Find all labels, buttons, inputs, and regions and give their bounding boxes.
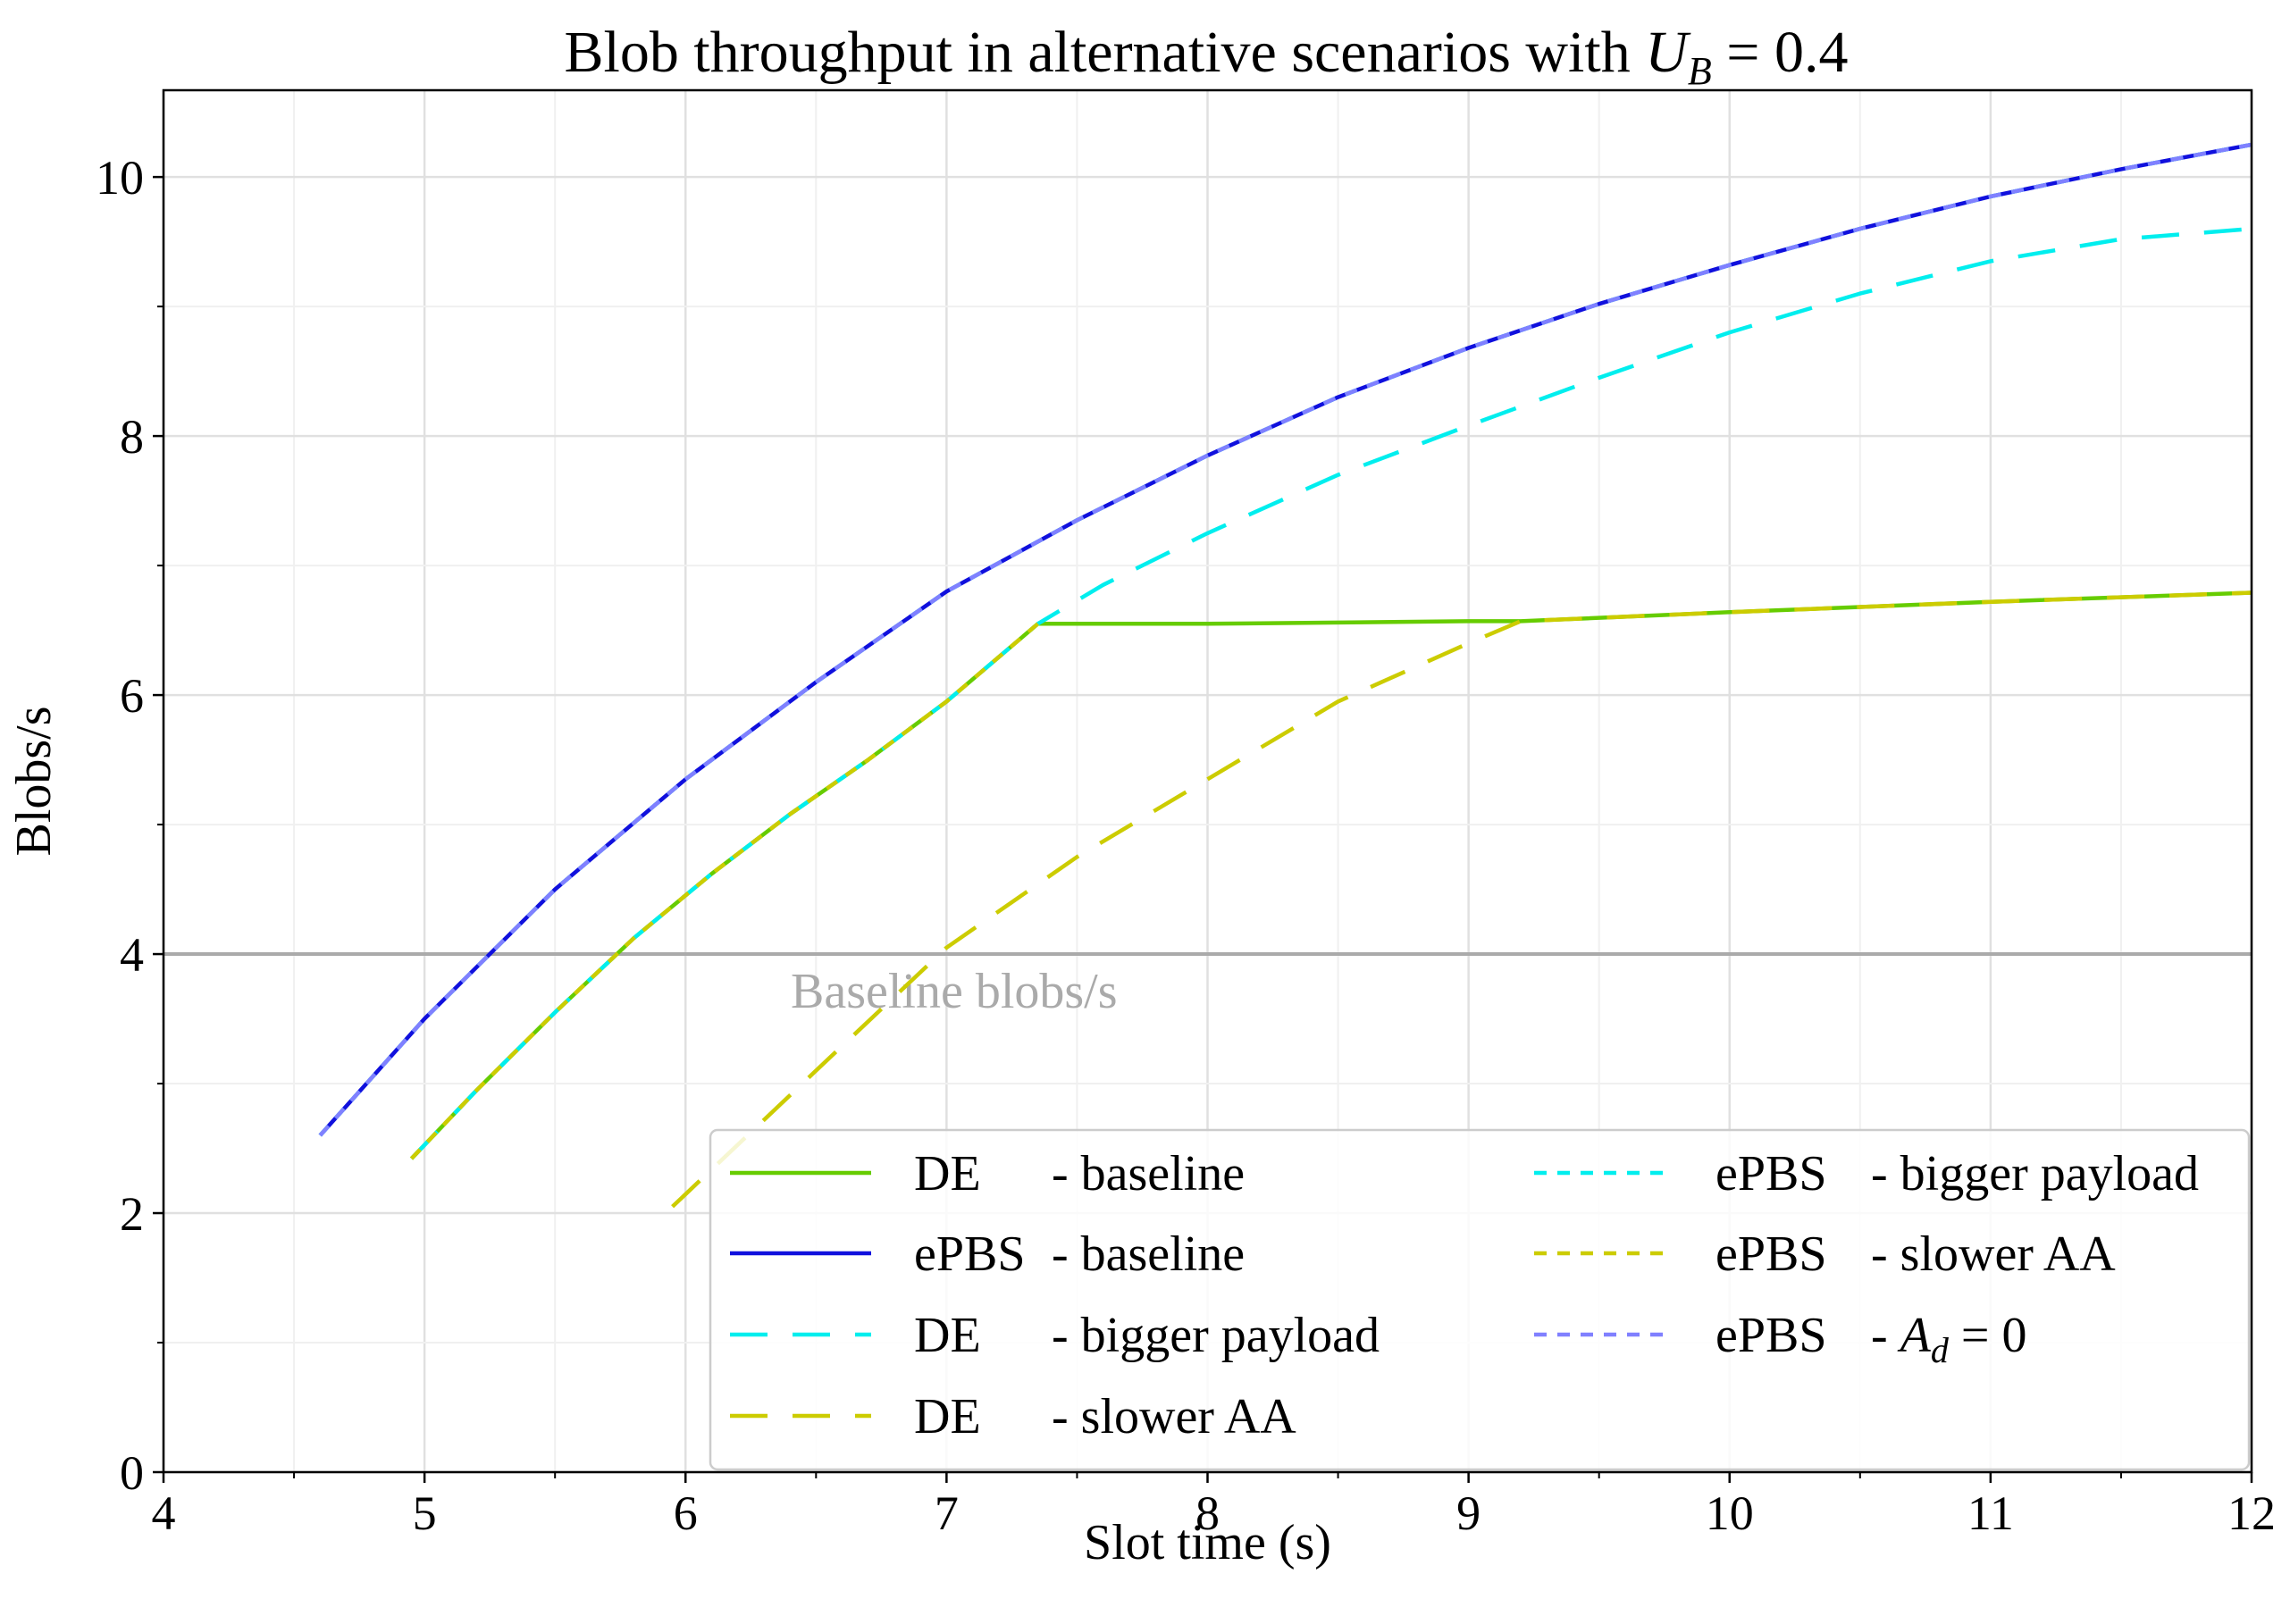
legend-label-suffix: - slower AA <box>1871 1226 2116 1282</box>
legend-suffix-text: - slower AA <box>1052 1389 1296 1444</box>
series-line-2 <box>318 142 2252 1137</box>
title-subscript: B <box>1688 49 1712 93</box>
title-variable: U <box>1645 20 1691 85</box>
x-axis-label: Slot time (s) <box>1084 1515 1331 1570</box>
reference-line-group: Baseline blobs/s <box>164 952 2252 1019</box>
legend-label-suffix: - Ad = 0 <box>1871 1308 2026 1370</box>
y-tick-label: 4 <box>120 928 144 982</box>
series-line-6 <box>409 622 1040 1160</box>
legend-label-suffix: - bigger payload <box>1871 1146 2199 1201</box>
legend-suffix-text: - <box>1871 1308 1900 1363</box>
y-tick-label: 2 <box>120 1187 144 1241</box>
legend-label-suffix: - slower AA <box>1052 1389 1296 1444</box>
legend-box <box>709 1128 2251 1471</box>
baseline-annotation: Baseline blobs/s <box>791 964 1118 1019</box>
x-tick-label: 8 <box>1195 1486 1220 1540</box>
legend-label-prefix: ePBS <box>1715 1146 1827 1201</box>
x-tick-label: 12 <box>2227 1486 2276 1540</box>
legend: DE - baseline ePBS - baseline DE - bigger pay… <box>709 1128 2251 1471</box>
legend-label-prefix: ePBS <box>1715 1308 1827 1363</box>
legend-label-prefix: DE <box>914 1389 981 1444</box>
x-tick-label: 7 <box>935 1486 959 1540</box>
legend-label-suffix: - baseline <box>1052 1226 1245 1282</box>
x-tick-label: 5 <box>413 1486 437 1540</box>
legend-label-suffix: - bigger payload <box>1052 1308 1380 1363</box>
legend-suffix-text: - bigger payload <box>1871 1146 2199 1201</box>
series-line-1 <box>409 590 2252 1160</box>
legend-suffix-text: - slower AA <box>1871 1226 2116 1282</box>
legend-label-prefix: ePBS <box>914 1226 1026 1282</box>
series-group <box>318 142 2252 1209</box>
legend-subscript: d <box>1931 1330 1950 1370</box>
title-text: Blob throughput in alternative scenarios… <box>564 20 1645 85</box>
series-line-3 <box>409 226 2252 1160</box>
series-line-7 <box>318 142 2252 1137</box>
y-tick-label: 6 <box>120 669 144 723</box>
x-tick-label: 4 <box>152 1486 176 1540</box>
y-tick-label: 0 <box>120 1446 144 1500</box>
title-equation: = 0.4 <box>1712 20 1849 85</box>
axis-ticks: 4 5 6 7 8 9 10 11 12 0 2 4 6 8 10 <box>96 151 2276 1540</box>
legend-suffix-text: - baseline <box>1052 1226 1245 1282</box>
x-tick-label: 9 <box>1456 1486 1481 1540</box>
chart-title: Blob throughput in alternative scenarios… <box>564 20 1848 93</box>
y-axis-label: Blobs/s <box>6 706 62 856</box>
legend-label-prefix: DE <box>914 1308 981 1363</box>
x-tick-label: 11 <box>1967 1486 2014 1540</box>
legend-suffix-text: - bigger payload <box>1052 1308 1380 1363</box>
series-line-4 <box>671 590 2252 1209</box>
legend-label-suffix: - baseline <box>1052 1146 1245 1201</box>
x-tick-label: 6 <box>674 1486 698 1540</box>
legend-equation: = 0 <box>1949 1308 2027 1363</box>
legend-label-prefix: DE <box>914 1146 981 1201</box>
y-tick-label: 8 <box>120 410 144 464</box>
x-tick-label: 10 <box>1706 1486 1754 1540</box>
legend-label-prefix: ePBS <box>1715 1226 1827 1282</box>
series-line-5 <box>318 142 2252 1137</box>
y-tick-label: 10 <box>96 151 144 205</box>
legend-variable: A <box>1897 1308 1932 1363</box>
legend-suffix-text: - baseline <box>1052 1146 1245 1201</box>
